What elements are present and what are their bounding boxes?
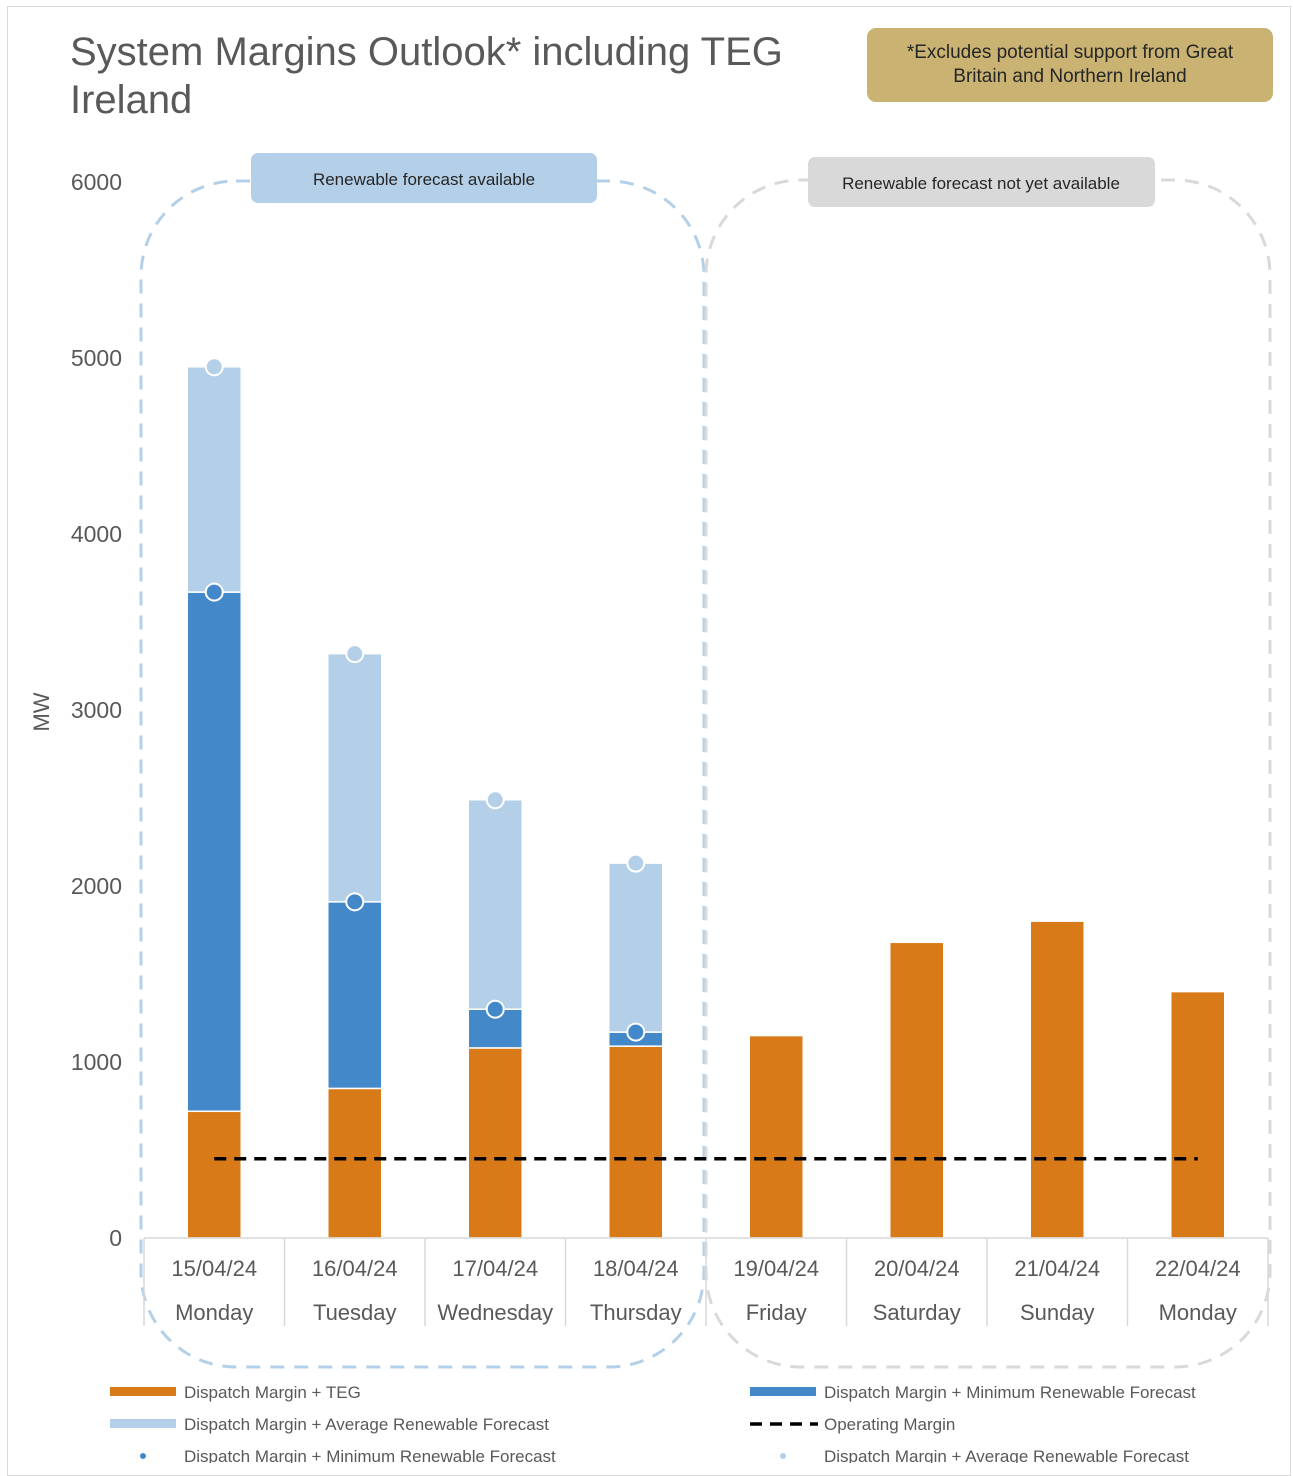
y-tick-label: 1000 [71, 1049, 122, 1075]
x-tick-date: 20/04/24 [874, 1256, 960, 1281]
legend-label: Dispatch Margin + Minimum Renewable Fore… [184, 1447, 556, 1463]
x-tick-day: Saturday [873, 1300, 961, 1325]
marker-avg-renewable [345, 644, 365, 664]
bar-min-renewable [327, 901, 383, 1090]
x-tick-date: 19/04/24 [733, 1256, 819, 1281]
unavailable-region-box [704, 178, 1272, 1369]
marker-min-renewable [485, 999, 505, 1019]
available-region-badge [251, 153, 597, 203]
legend-swatch-bar [750, 1387, 816, 1396]
x-tick-day: Friday [746, 1300, 807, 1325]
x-tick-day: Monday [175, 1300, 253, 1325]
x-tick-day: Monday [1159, 1300, 1237, 1325]
bar-teg [186, 1110, 242, 1239]
exclusion-note-text: *Excludes potential support from Great B… [906, 42, 1234, 87]
chart-title: System Margins Outlook* including TEG Ir… [70, 30, 783, 122]
x-tick-day: Wednesday [437, 1300, 553, 1325]
x-tick-day: Thursday [590, 1300, 682, 1325]
unavailable-region-badge [808, 157, 1155, 207]
bar-teg [1170, 990, 1226, 1239]
bar-avg-renewable [467, 799, 523, 1010]
legend-label: Operating Margin [824, 1415, 955, 1434]
bar-teg [608, 1045, 664, 1239]
y-axis-label: MW [29, 692, 54, 731]
legend-swatch-bar [110, 1387, 176, 1396]
x-tick-date: 21/04/24 [1014, 1256, 1100, 1281]
legend-label: Dispatch Margin + Average Renewable Fore… [184, 1415, 549, 1434]
y-axis: 0 1000 2000 3000 4000 5000 6000 MW [29, 169, 122, 1251]
bar-teg [467, 1047, 523, 1239]
marker-min-renewable [626, 1022, 646, 1042]
legend: Dispatch Margin + TEG Dispatch Margin + M… [110, 1383, 1196, 1463]
legend-label: Dispatch Margin + Average Renewable Fore… [824, 1447, 1189, 1463]
exclusion-note: *Excludes potential support from Great B… [867, 28, 1273, 102]
x-tick-day: Sunday [1020, 1300, 1095, 1325]
bar-min-renewable [467, 1008, 523, 1049]
bar-avg-renewable [327, 652, 383, 903]
bar-avg-renewable [608, 862, 664, 1033]
x-tick-date: 15/04/24 [171, 1256, 257, 1281]
marker-avg-renewable [626, 853, 646, 873]
marker-avg-renewable [485, 790, 505, 810]
available-region-box [139, 179, 706, 1369]
x-tick-day: Tuesday [313, 1300, 397, 1325]
y-tick-label: 3000 [71, 697, 122, 723]
bar-teg [327, 1087, 383, 1239]
y-tick-label: 5000 [71, 345, 122, 371]
y-tick-label: 4000 [71, 521, 122, 547]
bar-teg [748, 1034, 804, 1239]
unavailable-region-label: Renewable forecast not yet available [842, 174, 1120, 193]
legend-label: Dispatch Margin + Minimum Renewable Fore… [824, 1383, 1196, 1402]
x-tick-date: 18/04/24 [593, 1256, 679, 1281]
legend-label: Dispatch Margin + TEG [184, 1383, 361, 1402]
available-region-label: Renewable forecast available [313, 170, 535, 189]
marker-avg-renewable [204, 357, 224, 377]
y-tick-label: 6000 [71, 169, 122, 195]
bar-teg [889, 941, 945, 1239]
marker-min-renewable [345, 892, 365, 912]
marker-min-renewable [204, 582, 224, 602]
legend-swatch-dot [140, 1453, 146, 1459]
forecast-regions: Renewable forecast available Renewable fo… [139, 153, 1272, 1369]
x-tick-date: 16/04/24 [312, 1256, 398, 1281]
legend-swatch-dot [780, 1453, 786, 1459]
y-tick-label: 2000 [71, 873, 122, 899]
legend-swatch-bar [110, 1419, 176, 1428]
markers [204, 357, 646, 1042]
x-tick-date: 17/04/24 [452, 1256, 538, 1281]
bar-min-renewable [186, 591, 242, 1113]
bar-teg [1029, 920, 1085, 1239]
x-tick-date: 22/04/24 [1155, 1256, 1241, 1281]
y-tick-label: 0 [109, 1225, 122, 1251]
x-axis: 15/04/24 Monday 16/04/24 Tuesday 17/04/24 Wed… [143, 1237, 1269, 1326]
bar-avg-renewable [186, 366, 242, 593]
